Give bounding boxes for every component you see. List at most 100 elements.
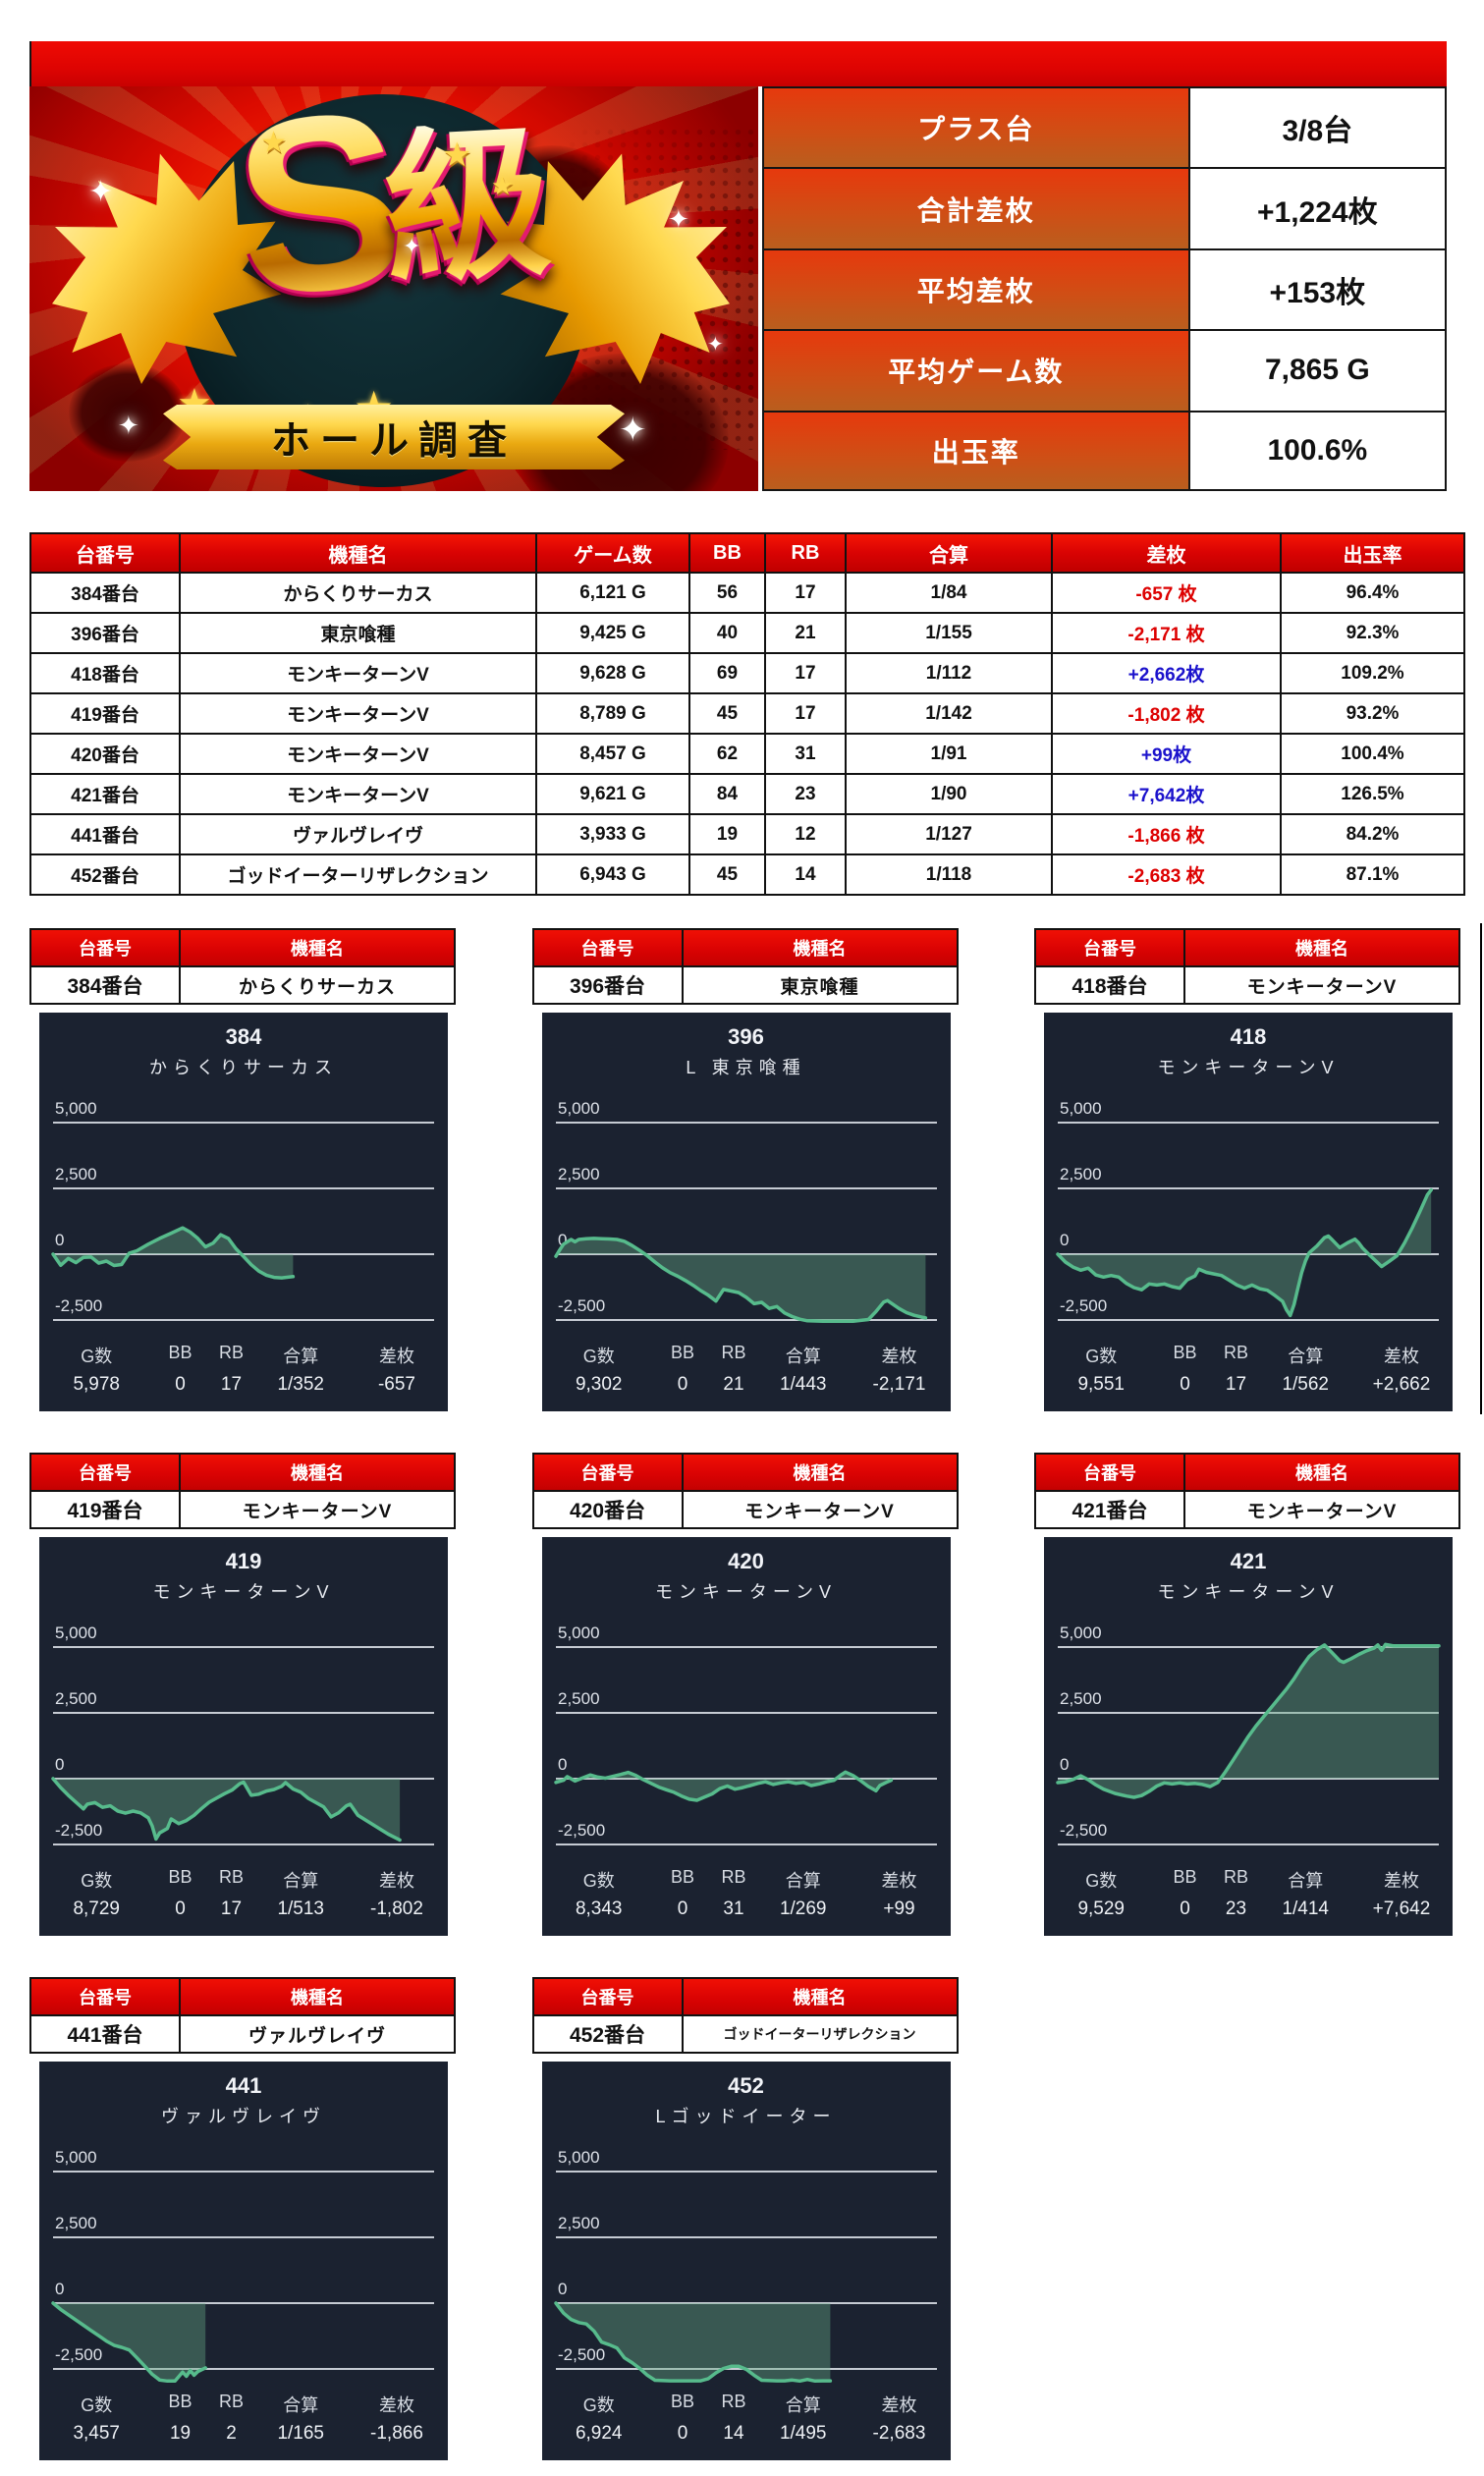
stats-header-row: G数 BB RB 合算 差枚 <box>1044 1867 1453 1893</box>
stats-header: BB <box>1173 1343 1197 1362</box>
stats-header: 合算 <box>785 1347 821 1366</box>
stats-header-row: G数 BB RB 合算 差枚 <box>542 2392 951 2417</box>
column-header: 機種名 <box>179 532 537 574</box>
logo-ribbon-label: ホール調査 <box>271 419 517 463</box>
stats-header: G数 <box>582 2395 615 2415</box>
star-icon: ★ <box>260 127 287 159</box>
sparkle-icon: ✦ <box>707 334 724 356</box>
chart-line <box>1056 1187 1433 1318</box>
stats-header: 合算 <box>785 2395 821 2415</box>
cell-gassan: 1/142 <box>845 692 1053 735</box>
machine-card-452: 台番号 機種名 452番台 ゴッドイーターリザレクション 452 Lゴッドイーター 5,00… <box>531 1977 959 2460</box>
panel-machine-name: L 東京喰種 <box>686 1058 806 1077</box>
stats-header: RB <box>721 1343 746 1362</box>
cell-kishu: ヴァルヴレイヴ <box>179 813 537 855</box>
card-mini-table-header: 台番号 機種名 <box>31 930 454 965</box>
card-mini-table-row: 421番台 モンキーターンV <box>1036 1490 1458 1527</box>
card-mini-table: 台番号 機種名 441番台 ヴァルヴレイヴ <box>29 1977 456 2054</box>
mini-value-kishu: ゴッドイーターリザレクション <box>683 2016 957 2052</box>
cell-sama: +99枚 <box>1051 733 1282 775</box>
card-mini-table: 台番号 機種名 418番台 モンキーターンV <box>1034 928 1460 1005</box>
y-axis-label: 0 <box>1060 1755 1069 1774</box>
mini-header-kishu: 機種名 <box>683 1455 957 1490</box>
cell-rate: 93.2% <box>1280 692 1465 735</box>
column-header: 台番号 <box>29 532 181 574</box>
cell-gassan: 1/155 <box>845 612 1053 654</box>
y-axis-label: 0 <box>1060 1231 1069 1249</box>
table-row: 384番台 からくりサーカス 6,121 G 56 17 1/84 -657 枚 96.4% <box>29 572 1465 614</box>
cell-sama: -1,802 枚 <box>1051 692 1282 735</box>
summary-row-label: プラス台 <box>762 86 1190 168</box>
stats-header: 差枚 <box>378 1871 414 1891</box>
cell-kishu: モンキーターンV <box>179 652 537 694</box>
cell-kishu: モンキーターンV <box>179 733 537 775</box>
cell-games: 6,943 G <box>535 853 690 896</box>
panel-stats: G数 BB RB 合算 差枚 8,343 0 31 1/269 +99 <box>542 1867 951 1920</box>
y-axis-label: -2,500 <box>1060 1296 1107 1315</box>
slump-graph: 5,000 2,500 0 -2,500 <box>553 2148 937 2384</box>
card-mini-table-row: 452番台 ゴッドイーターリザレクション <box>533 2014 957 2052</box>
machine-card-421: 台番号 機種名 421番台 モンキーターンV 421 モンキーターンV 5,000 2,500… <box>1034 1453 1460 1936</box>
panel-machine-number: 441 <box>225 2073 262 2098</box>
mini-header-kishu: 機種名 <box>181 1979 454 2014</box>
table-header-row: 台番号 機種名 ゲーム数 BB RB 合算 差枚 出玉率 <box>29 532 1465 574</box>
summary-row: 出玉率 100.6% <box>762 410 1447 492</box>
mini-header-dai: 台番号 <box>31 930 181 965</box>
cell-dai: 420番台 <box>29 733 181 775</box>
cell-gassan: 1/127 <box>845 813 1053 855</box>
stats-value: +99 <box>883 1898 915 1919</box>
cell-sama: +2,662枚 <box>1051 652 1282 694</box>
machine-card-384: 台番号 機種名 384番台 からくりサーカス 384 からくりサーカス 5,000 2,500… <box>29 928 456 1411</box>
y-axis-label: 5,000 <box>55 1099 97 1118</box>
y-axis-label: 5,000 <box>558 1099 600 1118</box>
stats-value: 9,529 <box>1077 1898 1125 1919</box>
header-body: S級 ★★★★★★✦✦✦✦✦✦ ホール調査 プラス台3/8台合計差枚+1,224… <box>29 86 1447 492</box>
summary-table: プラス台 3/8台 合計差枚 +1,224枚 平均差枚 +153枚 平均ゲーム数 7,865 … <box>762 86 1447 492</box>
cell-gassan: 1/118 <box>845 853 1053 896</box>
slump-panel: 441 ヴァルヴレイヴ 5,000 2,500 0 -2,500 G数 BB RB 合算 差枚 3,4… <box>39 2062 448 2460</box>
mini-value-kishu: モンキーターンV <box>1185 1492 1458 1527</box>
panel-stats: G数 BB RB 合算 差枚 9,529 0 23 1/414 +7,642 <box>1044 1867 1453 1920</box>
cell-bb: 40 <box>688 612 766 654</box>
chart-area-fill <box>555 2303 830 2382</box>
stats-header: 差枚 <box>1383 1871 1419 1891</box>
stats-value: 9,551 <box>1077 1374 1125 1395</box>
summary-row: 合計差枚 +1,224枚 <box>762 167 1447 248</box>
stats-header: RB <box>218 1867 244 1887</box>
panel-stats: G数 BB RB 合算 差枚 6,924 0 14 1/495 -2,683 <box>542 2392 951 2445</box>
slump-graph: 5,000 2,500 0 -2,500 <box>553 1099 937 1324</box>
stats-header: 差枚 <box>1383 1347 1419 1366</box>
mini-value-dai: 421番台 <box>1036 1492 1185 1527</box>
cell-gassan: 1/91 <box>845 733 1053 775</box>
stats-header: 合算 <box>283 1871 319 1891</box>
cell-kishu: からくりサーカス <box>179 572 537 614</box>
stats-value: 17 <box>220 1374 243 1395</box>
sparkle-icon: ✦ <box>619 412 647 449</box>
chart-area-fill <box>1058 1644 1439 1797</box>
stats-header: BB <box>168 1343 192 1362</box>
panel-machine-name: モンキーターンV <box>654 1582 838 1602</box>
logo-ribbon: ホール調査 <box>163 405 625 469</box>
stats-header: G数 <box>81 2395 113 2415</box>
table-row: 420番台 モンキーターンV 8,457 G 62 31 1/91 +99枚 100.4% <box>29 733 1465 775</box>
stats-value: 8,343 <box>575 1898 623 1919</box>
cell-rate: 126.5% <box>1280 773 1465 815</box>
stats-header: 差枚 <box>881 1871 917 1891</box>
summary-row-value: +153枚 <box>1189 248 1447 330</box>
cell-dai: 452番台 <box>29 853 181 896</box>
cell-rb: 23 <box>764 773 847 815</box>
cell-gassan: 1/90 <box>845 773 1053 815</box>
column-header: 差枚 <box>1051 532 1282 574</box>
chart-container: 5,000 2,500 0 -2,500 <box>542 2132 951 2388</box>
panel-machine-number: 419 <box>225 1549 262 1573</box>
table-row: 419番台 モンキーターンV 8,789 G 45 17 1/142 -1,802 枚 93.… <box>29 692 1465 735</box>
stats-header: G数 <box>582 1347 615 1366</box>
y-axis-label: -2,500 <box>1060 1821 1107 1840</box>
stats-values-row: 5,978 0 17 1/352 -657 <box>39 1368 448 1396</box>
chart-line <box>51 1777 402 1843</box>
stats-value: 6,924 <box>575 2423 623 2444</box>
mini-header-kishu: 機種名 <box>1185 930 1458 965</box>
cell-games: 3,933 G <box>535 813 690 855</box>
panel-machine-name: モンキーターンV <box>1157 1058 1340 1077</box>
cell-dai: 419番台 <box>29 692 181 735</box>
